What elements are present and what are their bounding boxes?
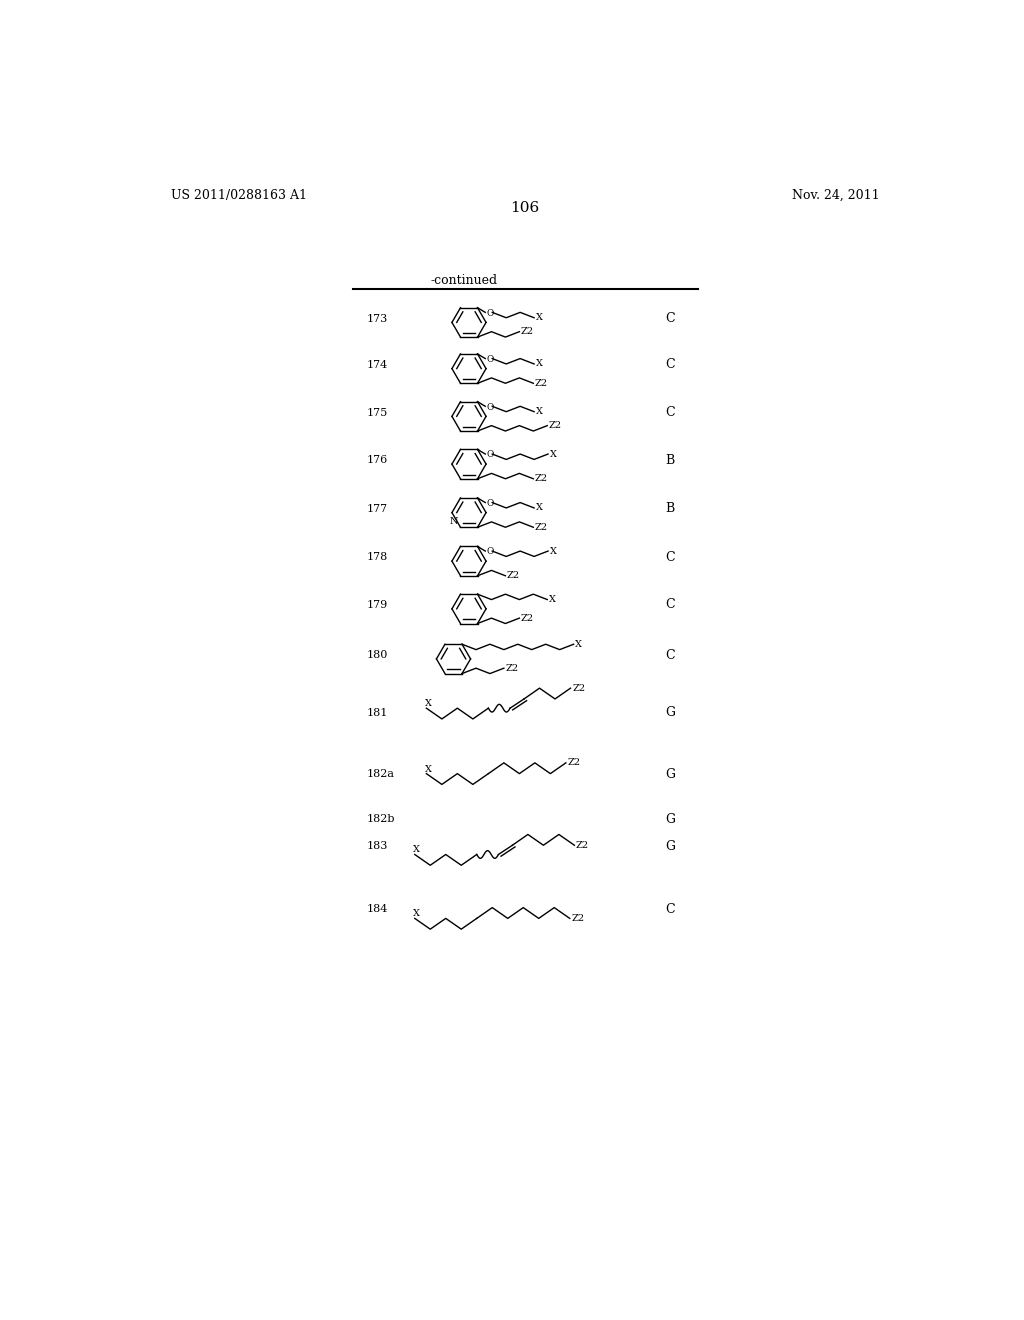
- Text: -continued: -continued: [430, 273, 498, 286]
- Text: C: C: [665, 407, 675, 418]
- Text: 173: 173: [367, 314, 388, 323]
- Text: X: X: [550, 450, 557, 458]
- Text: Z2: Z2: [572, 684, 585, 693]
- Text: 177: 177: [367, 504, 388, 513]
- Text: Z2: Z2: [535, 379, 548, 388]
- Text: O: O: [486, 548, 494, 556]
- Text: X: X: [536, 407, 543, 416]
- Text: O: O: [486, 499, 494, 508]
- Text: 176: 176: [367, 455, 388, 465]
- Text: 180: 180: [367, 649, 388, 660]
- Text: X: X: [536, 313, 543, 322]
- Text: X: X: [575, 640, 583, 648]
- Text: US 2011/0288163 A1: US 2011/0288163 A1: [171, 189, 306, 202]
- Text: Z2: Z2: [549, 421, 562, 430]
- Text: C: C: [665, 550, 675, 564]
- Text: 106: 106: [510, 202, 540, 215]
- Text: X: X: [550, 546, 557, 556]
- Text: 184: 184: [367, 904, 388, 915]
- Text: G: G: [665, 813, 675, 825]
- Text: B: B: [665, 502, 675, 515]
- Text: C: C: [665, 312, 675, 325]
- Text: 179: 179: [367, 601, 388, 610]
- Text: X: X: [425, 764, 432, 774]
- Text: 182b: 182b: [367, 814, 395, 824]
- Text: X: X: [536, 359, 543, 368]
- Text: Z2: Z2: [571, 913, 585, 923]
- Text: 182a: 182a: [367, 770, 394, 779]
- Text: C: C: [665, 598, 675, 611]
- Text: X: X: [549, 595, 556, 605]
- Text: X: X: [414, 845, 420, 854]
- Text: N: N: [450, 516, 458, 525]
- Text: Z2: Z2: [521, 614, 535, 623]
- Text: O: O: [486, 355, 494, 364]
- Text: Z2: Z2: [535, 474, 548, 483]
- Text: O: O: [486, 403, 494, 412]
- Text: G: G: [665, 706, 675, 719]
- Text: C: C: [665, 903, 675, 916]
- Text: C: C: [665, 358, 675, 371]
- Text: X: X: [536, 503, 543, 512]
- Text: G: G: [665, 840, 675, 853]
- Text: Nov. 24, 2011: Nov. 24, 2011: [793, 189, 880, 202]
- Text: 181: 181: [367, 708, 388, 718]
- Text: X: X: [425, 700, 432, 708]
- Text: Z2: Z2: [575, 841, 589, 850]
- Text: X: X: [414, 909, 420, 919]
- Text: O: O: [486, 309, 494, 318]
- Text: G: G: [665, 768, 675, 781]
- Text: O: O: [486, 450, 494, 459]
- Text: 175: 175: [367, 408, 388, 417]
- Text: Z2: Z2: [521, 327, 535, 337]
- Text: Z2: Z2: [567, 759, 581, 767]
- Text: C: C: [665, 648, 675, 661]
- Text: 178: 178: [367, 552, 388, 562]
- Text: Z2: Z2: [535, 523, 548, 532]
- Text: 183: 183: [367, 841, 388, 851]
- Text: Z2: Z2: [506, 664, 518, 673]
- Text: B: B: [665, 454, 675, 467]
- Text: Z2: Z2: [507, 572, 520, 581]
- Text: 174: 174: [367, 360, 388, 370]
